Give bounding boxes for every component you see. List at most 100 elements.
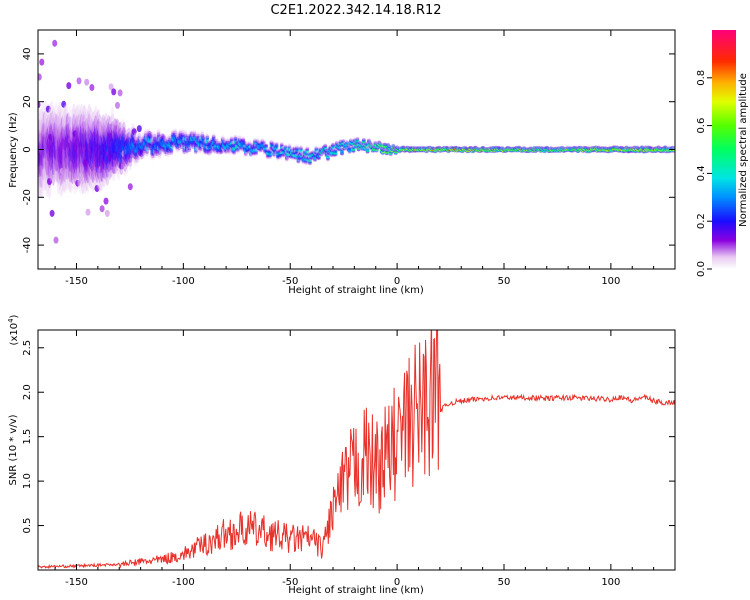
spectrogram-cell <box>88 126 93 150</box>
spectrogram-cell <box>373 141 378 145</box>
spectrogram-cell <box>128 132 133 143</box>
spectrogram-cell <box>38 161 43 188</box>
spectrogram-cell <box>69 168 74 193</box>
spectrogram-cell <box>166 152 171 157</box>
spectrogram-cell <box>64 123 69 149</box>
spectrogram-cell <box>64 113 69 139</box>
spectrogram-cell <box>55 113 60 140</box>
spectrogram-cell <box>314 146 319 150</box>
spectrogram-cell <box>101 166 106 187</box>
spectrogram-cell <box>149 131 153 137</box>
spectrogram-cell <box>109 138 113 156</box>
spectrogram-cell <box>104 209 110 217</box>
spectrogram-cell <box>72 154 76 180</box>
spectrogram-cell <box>183 132 188 137</box>
spectrogram-cell <box>237 136 242 140</box>
spectrogram-cell <box>92 118 97 143</box>
spectrogram-cell <box>91 131 95 155</box>
spectrogram-cell <box>154 152 158 159</box>
spectrogram-cell <box>124 129 129 141</box>
spectrogram-cell <box>278 156 283 160</box>
spectrogram-cell <box>200 130 205 135</box>
spectrogram-cell <box>109 116 113 134</box>
spectrogram-cell <box>70 138 75 164</box>
spectrogram-cell <box>59 139 63 165</box>
spectrogram-cell <box>292 145 297 149</box>
spectrogram-cell <box>81 140 85 165</box>
spectrogram-cell <box>79 153 84 178</box>
spectrogram-cell <box>104 120 108 141</box>
spectrogram-cell <box>50 100 54 126</box>
spectrogram-cell <box>76 77 82 85</box>
spectrogram-cell <box>64 102 69 128</box>
spectrogram-cell <box>279 143 284 147</box>
spectrogram-cell <box>138 149 144 157</box>
spectrogram-cell <box>264 144 269 148</box>
spectrogram-cell <box>100 160 104 182</box>
spectrogram-cell <box>102 158 107 179</box>
spectrogram-cell <box>334 140 339 144</box>
snr-ytick-label: 1.5 <box>22 429 33 445</box>
spectrogram-cell <box>78 149 83 174</box>
spectrogram-cell <box>120 156 125 170</box>
spectrogram-cell <box>124 162 129 174</box>
spectrogram-cell <box>82 134 87 159</box>
spectrogram-cell <box>237 137 242 141</box>
spectrogram-cell <box>75 155 80 180</box>
spectrogram-cell <box>233 139 238 143</box>
spectrogram-cell <box>315 157 320 161</box>
spectrogram-cell <box>306 151 311 155</box>
spectrogram-cell <box>107 123 112 142</box>
spectrogram-cell <box>47 151 52 178</box>
spectrogram-cell <box>83 130 88 155</box>
spectrogram-cell <box>65 144 70 170</box>
spectrogram-cell <box>341 139 346 143</box>
spectrogram-cell <box>107 138 112 158</box>
spectrogram-cell <box>260 138 265 142</box>
spectrogram-cell <box>54 134 58 161</box>
colorbar-ticks: 0.0 0.2 0.4 0.6 0.8 <box>696 70 712 277</box>
spectrogram-cell <box>197 149 202 154</box>
spectrogram-cell <box>91 111 95 135</box>
spectrogram-cell <box>333 147 338 151</box>
snr-xtick-label: 100 <box>601 577 620 588</box>
spectrogram-cell <box>259 149 264 152</box>
spectrogram-cell <box>92 138 97 162</box>
spectrogram-cell <box>90 148 94 172</box>
spectrogram-cell <box>101 140 106 161</box>
spectrogram-cell <box>43 111 48 138</box>
spectrogram-cell <box>113 118 117 134</box>
spectrogram-cell <box>146 130 151 137</box>
spectrogram-cell <box>181 132 185 137</box>
spectrogram-cell <box>331 143 335 146</box>
spectrogram-cell <box>229 138 234 142</box>
spectrogram-cell <box>91 160 95 184</box>
spectrogram-ytick-label: -20 <box>22 189 33 205</box>
spectrogram-cell <box>165 151 170 157</box>
spectrogram-cell <box>61 114 66 140</box>
spectrogram-cell <box>314 147 319 151</box>
spectrogram-cell <box>214 138 219 143</box>
spectrogram-cell <box>215 139 220 144</box>
spectrogram-cell <box>87 152 92 177</box>
spectrogram-cell <box>63 126 67 152</box>
spectrogram-cell <box>78 159 83 184</box>
spectrogram-cell <box>120 118 125 132</box>
spectrogram-cell <box>165 135 170 140</box>
spectrogram-cell <box>241 137 246 141</box>
spectrogram-cell <box>283 145 288 149</box>
spectrogram-cell <box>47 178 52 185</box>
spectrogram-cell <box>59 118 63 144</box>
spectrogram-cell <box>116 129 121 144</box>
spectrogram-cell <box>263 142 267 146</box>
spectrogram-cell <box>109 123 113 141</box>
spectrogram-cell <box>59 171 63 197</box>
spectrogram-cell <box>49 209 55 217</box>
spectrogram-cell <box>104 112 108 133</box>
spectrogram-cell <box>115 118 120 134</box>
spectrogram-cell <box>345 141 349 145</box>
spectrogram-cell <box>133 135 138 144</box>
spectrogram-cell <box>125 155 130 167</box>
spectrogram-cell <box>56 169 61 195</box>
spectrogram-cell <box>249 153 253 157</box>
